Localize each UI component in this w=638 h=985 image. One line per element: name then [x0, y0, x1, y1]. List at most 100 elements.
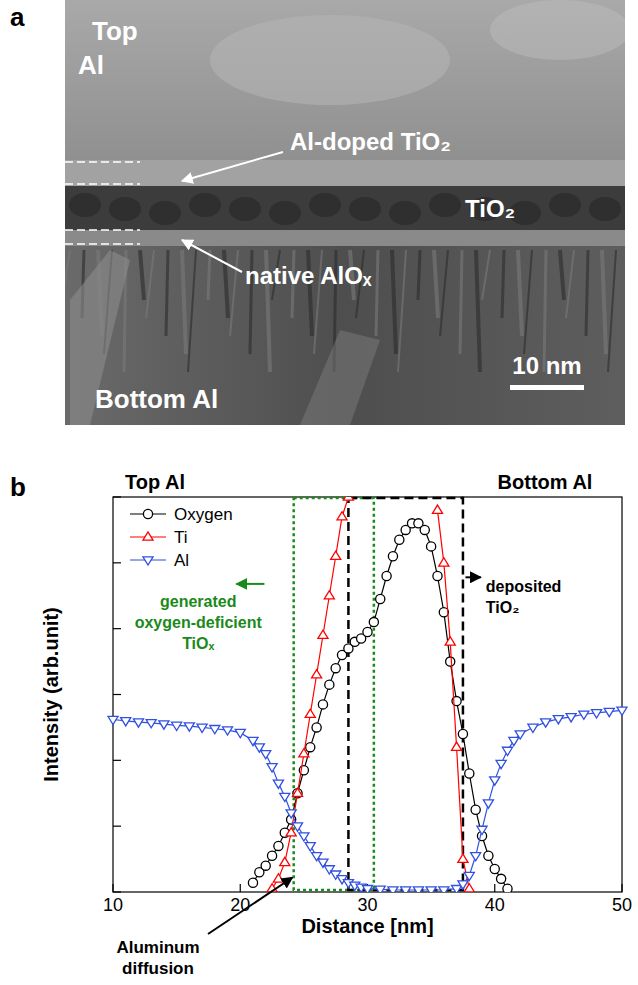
data-point: [292, 823, 302, 831]
layer-label: Al-doped TiO₂: [290, 128, 451, 155]
legend-label: Al: [174, 551, 189, 570]
stripe: [166, 250, 168, 336]
data-point: [464, 872, 474, 880]
legend-marker: [143, 509, 152, 518]
y-tick: [113, 826, 121, 827]
legend-marker: [143, 532, 153, 540]
data-point: [331, 664, 340, 673]
scale-bar: [510, 385, 584, 390]
data-point: [312, 670, 322, 678]
data-layer: [108, 497, 627, 892]
tem-panel: aTopAlAl-doped TiO₂TiO₂native AlOₓBottom…: [10, 0, 630, 425]
data-point: [210, 726, 220, 734]
data-point: [413, 887, 423, 892]
tio2-grain: [229, 197, 261, 221]
data-point: [306, 743, 315, 752]
data-point: [484, 851, 493, 860]
data-point: [318, 700, 327, 709]
y-tick: [113, 760, 121, 761]
data-point: [376, 594, 385, 603]
annotation-line: Aluminum: [116, 938, 199, 957]
y-axis-title: Intensity (arb.unit): [40, 607, 62, 781]
data-point: [197, 724, 207, 732]
y-tick: [113, 562, 121, 563]
legend-marker: [143, 557, 153, 565]
data-point: [465, 769, 474, 778]
stripe: [482, 250, 490, 300]
annotation-arrow: [465, 576, 480, 578]
data-point: [337, 512, 347, 520]
x-tick: [621, 884, 622, 892]
data-point: [591, 710, 601, 718]
data-point: [604, 708, 614, 716]
y-tick: [113, 694, 121, 695]
annotation-text: generatedoxygen-deficientTiOₓ: [135, 593, 263, 652]
stripe: [188, 250, 196, 372]
label-line: Top: [92, 16, 138, 46]
series-line: [272, 497, 469, 889]
data-point: [292, 788, 302, 796]
data-point: [280, 857, 290, 865]
tio2-grain: [389, 201, 421, 225]
region-box: [294, 498, 374, 890]
dashed-guide: [65, 243, 140, 245]
stripe: [434, 250, 438, 318]
tio2-grain: [149, 201, 181, 225]
label-line: Al: [78, 50, 104, 80]
data-point: [108, 716, 118, 724]
data-point: [375, 886, 385, 892]
data-point: [299, 749, 309, 757]
data-point: [503, 884, 512, 892]
stripe: [208, 250, 210, 300]
annotation-text: Aluminum diffusion: [116, 938, 199, 978]
annotation-line: generated: [160, 593, 236, 610]
stripe: [418, 250, 420, 300]
data-point: [446, 657, 455, 666]
x-tick: [112, 884, 113, 892]
legend: OxygenTiAl: [130, 505, 233, 570]
data-point: [305, 843, 315, 851]
dashed-guide: [65, 229, 140, 231]
data-point: [261, 751, 271, 759]
data-point: [286, 810, 296, 818]
data-point: [497, 874, 506, 883]
data-point: [273, 780, 283, 788]
figure: aTopAlAl-doped TiO₂TiO₂native AlOₓBottom…: [0, 0, 638, 985]
panel-letter: b: [10, 472, 26, 502]
data-point: [388, 887, 398, 892]
data-point: [312, 723, 321, 732]
data-point: [293, 789, 302, 798]
x-tick-label: 10: [103, 895, 123, 915]
annotation-text: depositedTiO₂: [486, 578, 562, 616]
data-point: [274, 841, 283, 850]
data-point: [490, 777, 500, 785]
bottom-al-region: [65, 246, 625, 425]
stripe: [602, 250, 606, 354]
data-point: [426, 887, 436, 892]
data-point: [528, 724, 538, 732]
grain: [490, 0, 625, 60]
data-point: [273, 874, 283, 882]
scale-bar-label: 10 nm: [512, 352, 581, 379]
data-point: [299, 833, 309, 841]
side-label: Bottom Al: [498, 471, 593, 493]
stripe: [566, 250, 574, 318]
data-point: [248, 878, 257, 887]
region-box: [348, 498, 463, 890]
data-point: [121, 718, 131, 726]
annotation-line: diffusion: [122, 959, 194, 978]
data-point: [222, 727, 232, 735]
dashed-guide: [65, 183, 140, 185]
data-point: [388, 552, 397, 561]
stripe: [608, 250, 616, 372]
dashed-guide: [65, 161, 140, 163]
data-point: [184, 723, 194, 731]
data-point: [401, 887, 411, 892]
plot-frame: [113, 497, 622, 892]
stripe: [560, 250, 564, 300]
annotation-line: oxygen-deficient: [135, 614, 263, 631]
tio2-grain: [189, 193, 221, 217]
tio2-grain: [349, 197, 381, 221]
data-point: [458, 729, 467, 738]
stripe: [524, 250, 532, 354]
